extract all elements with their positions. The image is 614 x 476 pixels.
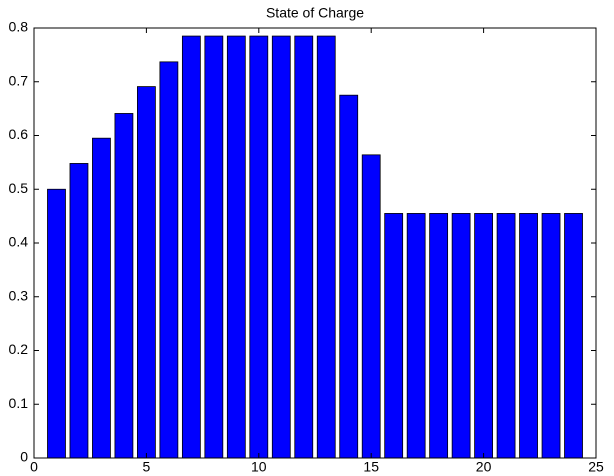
- bar: [92, 137, 111, 459]
- bar: [406, 213, 426, 459]
- y-tick-label: 0: [20, 449, 28, 465]
- x-tick-label: 0: [30, 459, 38, 475]
- y-tick-label: 0.4: [9, 234, 29, 250]
- bar: [541, 213, 561, 459]
- bar: [271, 35, 291, 459]
- x-tick-label: 25: [588, 459, 604, 475]
- bar: [294, 35, 314, 459]
- bar: [249, 35, 269, 459]
- bar: [361, 154, 381, 459]
- chart-title: State of Charge: [266, 5, 364, 21]
- bar: [564, 213, 583, 459]
- x-tick-label: 15: [363, 459, 379, 475]
- bar: [474, 213, 493, 459]
- x-tick-label: 5: [143, 459, 151, 475]
- bar: [137, 86, 156, 459]
- y-tick-label: 0.2: [9, 341, 29, 357]
- bar: [226, 35, 246, 459]
- bar: [204, 35, 224, 459]
- y-tick-label: 0.3: [9, 287, 29, 303]
- y-tick-label: 0.8: [9, 19, 29, 35]
- bar: [114, 113, 134, 459]
- bar: [69, 163, 89, 459]
- bar: [339, 94, 359, 459]
- y-tick-label: 0.6: [9, 126, 29, 142]
- bar: [496, 213, 516, 459]
- y-tick-label: 0.5: [9, 180, 29, 196]
- bar: [451, 213, 471, 459]
- x-tick-label: 10: [251, 459, 267, 475]
- x-tick-label: 20: [476, 459, 492, 475]
- bar: [181, 35, 201, 459]
- y-tick-label: 0.7: [9, 72, 29, 88]
- bar: [429, 213, 449, 459]
- bar: [384, 213, 404, 459]
- bar: [519, 213, 538, 459]
- bar: [316, 35, 336, 459]
- bar: [159, 61, 179, 459]
- y-tick-label: 0.1: [9, 395, 29, 411]
- bar: [47, 188, 66, 459]
